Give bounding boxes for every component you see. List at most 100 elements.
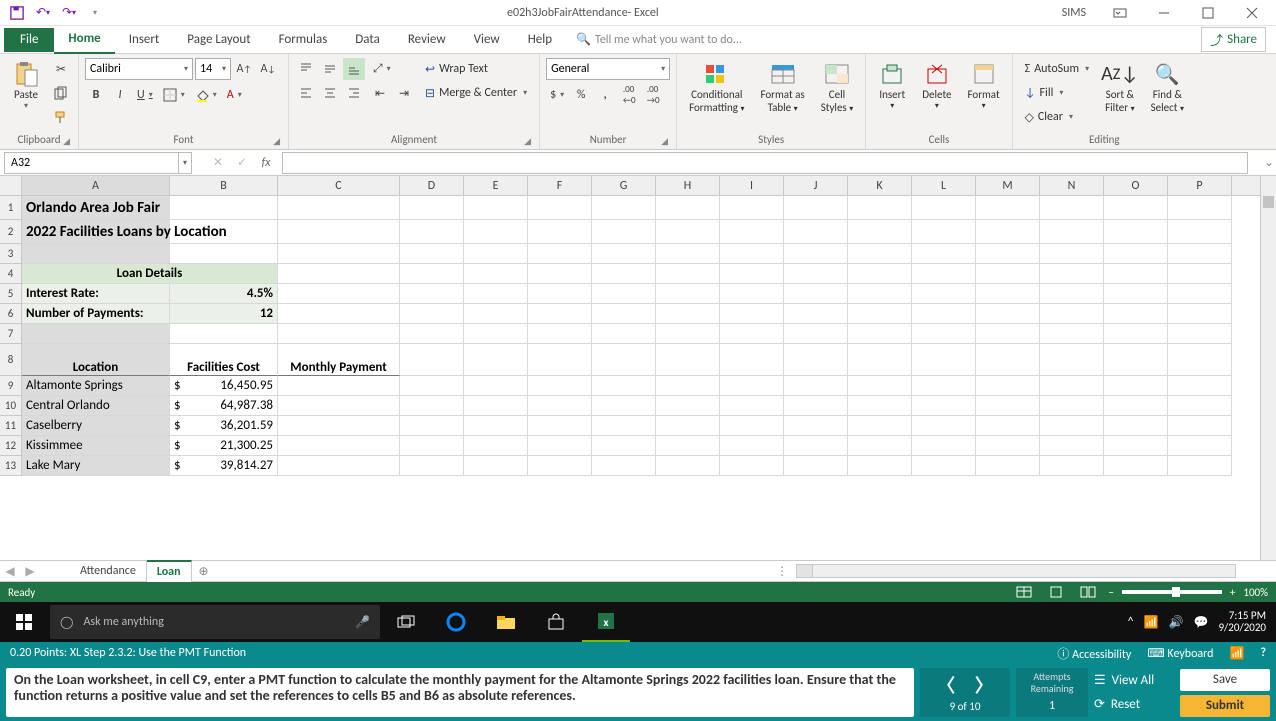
cell[interactable] bbox=[848, 396, 912, 416]
cell[interactable] bbox=[912, 456, 976, 476]
cell[interactable] bbox=[278, 284, 400, 304]
split-handle-icon[interactable]: ⋮ bbox=[776, 564, 788, 579]
format-cells-button[interactable]: Format▾ bbox=[961, 58, 1005, 113]
cell[interactable] bbox=[784, 436, 848, 456]
cell[interactable] bbox=[592, 196, 656, 220]
cell[interactable] bbox=[848, 284, 912, 304]
cell[interactable] bbox=[1168, 456, 1232, 476]
clipboard-launcher-icon[interactable]: ◢ bbox=[63, 136, 70, 147]
maximize-icon[interactable] bbox=[1188, 0, 1228, 26]
cell[interactable] bbox=[720, 304, 784, 324]
cell[interactable] bbox=[784, 284, 848, 304]
col-header-c[interactable]: C bbox=[278, 176, 400, 195]
cell[interactable] bbox=[592, 324, 656, 344]
col-header[interactable]: O bbox=[1104, 176, 1168, 195]
cell[interactable]: Central Orlando bbox=[22, 396, 170, 416]
cell[interactable] bbox=[1104, 324, 1168, 344]
cell[interactable] bbox=[528, 344, 592, 376]
cell[interactable] bbox=[656, 284, 720, 304]
cell[interactable]: Facilities Cost bbox=[170, 344, 278, 376]
cell[interactable] bbox=[528, 396, 592, 416]
cell[interactable] bbox=[720, 324, 784, 344]
cell[interactable] bbox=[400, 324, 464, 344]
zoom-slider[interactable] bbox=[1122, 590, 1222, 594]
cell[interactable] bbox=[1040, 244, 1104, 264]
col-header[interactable]: P bbox=[1168, 176, 1232, 195]
view-page-break-icon[interactable] bbox=[1076, 584, 1100, 600]
cell[interactable] bbox=[1168, 264, 1232, 284]
cell[interactable] bbox=[528, 416, 592, 436]
cell[interactable] bbox=[592, 344, 656, 376]
cell[interactable] bbox=[464, 284, 528, 304]
cell[interactable] bbox=[278, 244, 400, 264]
zoom-level[interactable]: 100% bbox=[1243, 586, 1268, 599]
share-button[interactable]: ⤴ Share bbox=[1201, 27, 1266, 52]
insert-cells-button[interactable]: Insert▾ bbox=[872, 58, 912, 113]
cell[interactable] bbox=[400, 196, 464, 220]
cell[interactable] bbox=[528, 220, 592, 244]
cell[interactable] bbox=[912, 396, 976, 416]
cell[interactable] bbox=[912, 376, 976, 396]
cell[interactable] bbox=[22, 244, 170, 264]
row-header[interactable]: 10 bbox=[0, 396, 22, 416]
cell[interactable] bbox=[912, 304, 976, 324]
cell[interactable] bbox=[592, 416, 656, 436]
col-header[interactable]: J bbox=[784, 176, 848, 195]
cell[interactable] bbox=[1104, 416, 1168, 436]
sheet-add-button[interactable]: ⊕ bbox=[192, 564, 216, 579]
cell[interactable] bbox=[592, 376, 656, 396]
cell[interactable] bbox=[912, 416, 976, 436]
excel-taskbar-icon[interactable]: x bbox=[582, 602, 630, 642]
cell[interactable] bbox=[720, 284, 784, 304]
cell[interactable] bbox=[912, 196, 976, 220]
cell[interactable] bbox=[848, 304, 912, 324]
decrease-font-icon[interactable]: A↓ bbox=[257, 58, 279, 80]
col-header[interactable]: F bbox=[528, 176, 592, 195]
prev-step-button[interactable]: 〈 bbox=[937, 672, 955, 698]
zoom-out-icon[interactable]: − bbox=[1108, 586, 1113, 599]
file-explorer-icon[interactable] bbox=[482, 602, 530, 642]
cell[interactable] bbox=[464, 264, 528, 284]
align-center-icon[interactable] bbox=[319, 82, 341, 104]
alignment-launcher-icon[interactable]: ◢ bbox=[524, 136, 531, 147]
cell[interactable] bbox=[1104, 376, 1168, 396]
cell[interactable] bbox=[278, 456, 400, 476]
cell[interactable] bbox=[976, 416, 1040, 436]
cell[interactable] bbox=[464, 376, 528, 396]
cell[interactable]: Number of Payments: bbox=[22, 304, 170, 324]
store-icon[interactable] bbox=[532, 602, 580, 642]
cell[interactable] bbox=[784, 416, 848, 436]
taskview-icon[interactable] bbox=[382, 602, 430, 642]
row-header[interactable]: 12 bbox=[0, 436, 22, 456]
font-size-combo[interactable]: 14▾ bbox=[195, 58, 231, 80]
delete-cells-button[interactable]: Delete▾ bbox=[916, 58, 957, 113]
view-all-button[interactable]: ☰View All bbox=[1094, 673, 1174, 688]
close-icon[interactable] bbox=[1232, 0, 1272, 26]
cell[interactable] bbox=[528, 304, 592, 324]
cell[interactable] bbox=[592, 436, 656, 456]
copy-button[interactable] bbox=[50, 82, 72, 104]
cell[interactable] bbox=[464, 324, 528, 344]
cell[interactable]: Altamonte Springs bbox=[22, 376, 170, 396]
cell[interactable] bbox=[1168, 436, 1232, 456]
cell[interactable] bbox=[170, 244, 278, 264]
cell[interactable] bbox=[1104, 284, 1168, 304]
cut-button[interactable]: ✂ bbox=[50, 58, 72, 80]
align-top-icon[interactable] bbox=[295, 58, 317, 80]
cell[interactable]: $36,201.59 bbox=[170, 416, 278, 436]
cell[interactable] bbox=[848, 456, 912, 476]
autosum-button[interactable]: ΣAutoSum bbox=[1019, 58, 1095, 80]
cell[interactable] bbox=[848, 416, 912, 436]
cell[interactable] bbox=[278, 324, 400, 344]
number-format-combo[interactable]: General▾ bbox=[546, 58, 670, 80]
fill-color-button[interactable] bbox=[191, 84, 221, 106]
formula-input[interactable] bbox=[282, 152, 1248, 174]
cell[interactable] bbox=[528, 284, 592, 304]
cell[interactable] bbox=[656, 244, 720, 264]
cell[interactable] bbox=[528, 324, 592, 344]
taskbar-clock[interactable]: 7:15 PM 9/20/2020 bbox=[1218, 610, 1266, 634]
col-header[interactable]: L bbox=[912, 176, 976, 195]
save-button[interactable]: Save bbox=[1180, 669, 1270, 691]
increase-decimal-icon[interactable]: .00←0 bbox=[618, 84, 640, 106]
cell[interactable] bbox=[720, 244, 784, 264]
